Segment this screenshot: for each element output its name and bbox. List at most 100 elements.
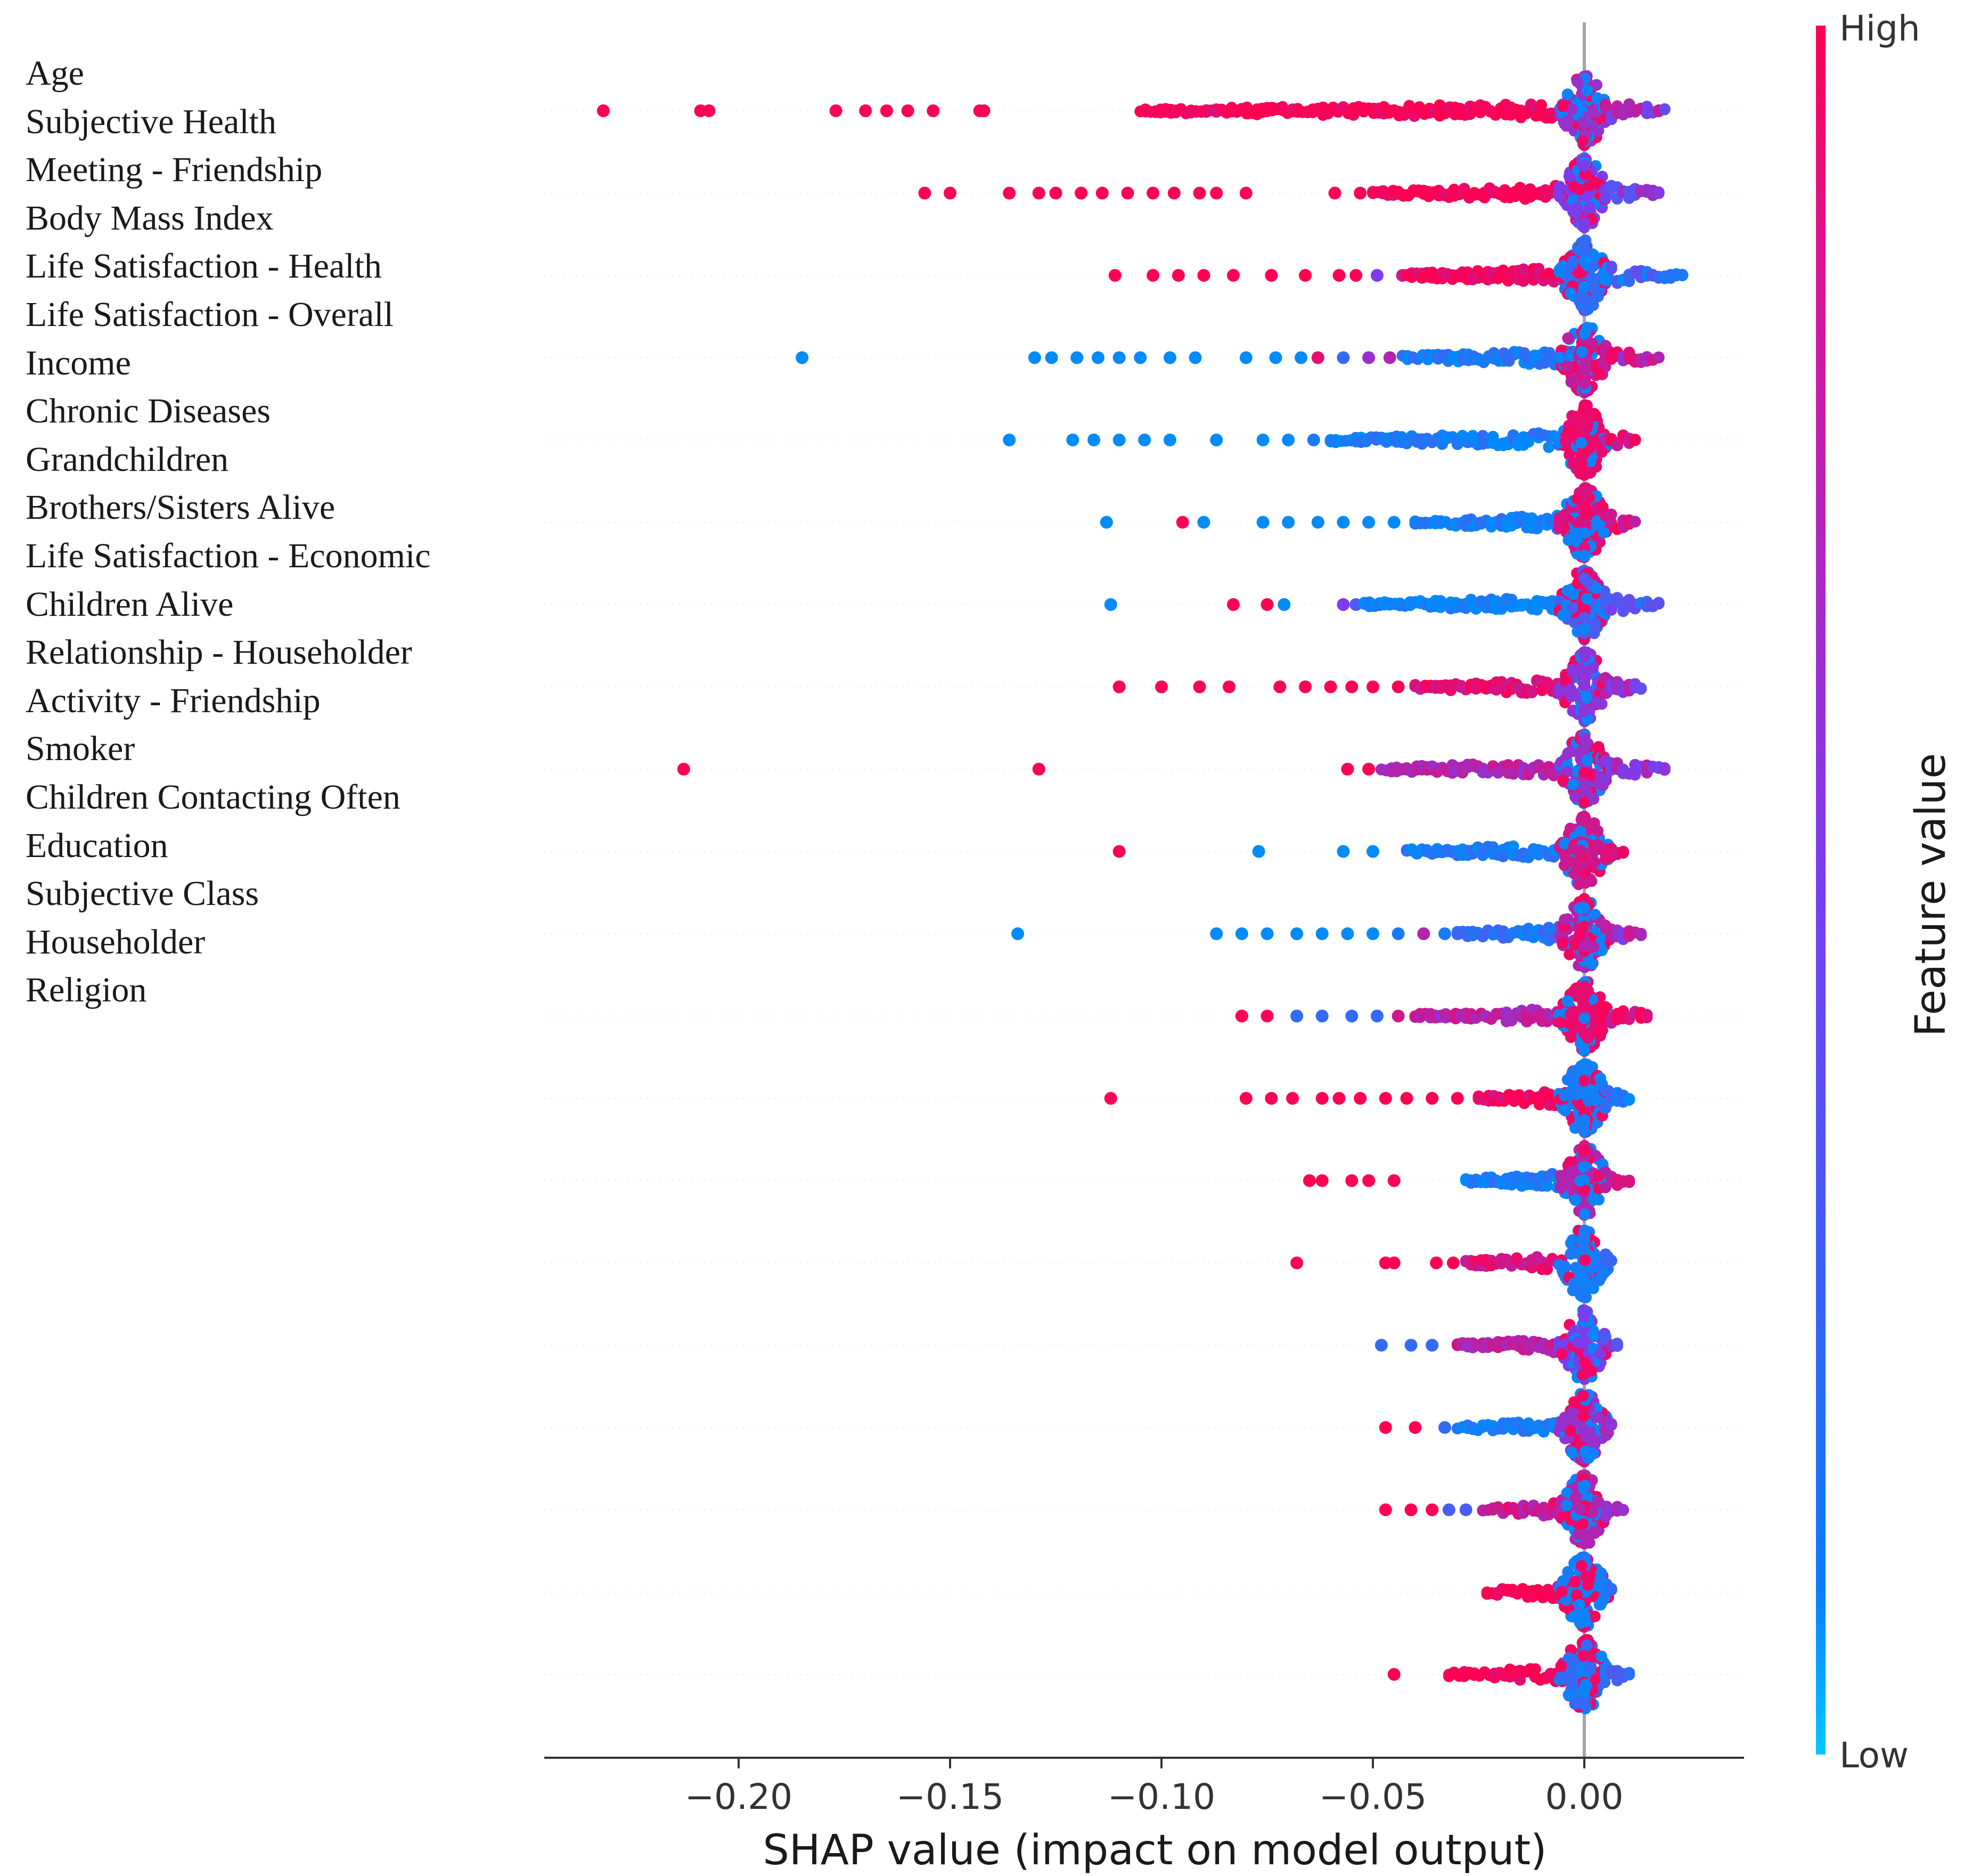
center-point [1579, 1059, 1591, 1071]
tail-point [1641, 1012, 1653, 1024]
center-point [1581, 692, 1592, 704]
center-point [1562, 115, 1574, 127]
outlier-point [1210, 186, 1223, 200]
center-point [1563, 349, 1575, 362]
outlier-point [1003, 186, 1016, 200]
center-point [1592, 825, 1604, 837]
center-point [1589, 855, 1600, 868]
outlier-point [1104, 1092, 1117, 1105]
center-point [1566, 664, 1578, 676]
center-point [1578, 1480, 1591, 1492]
center-point [1579, 1254, 1591, 1266]
center-point [1556, 1586, 1568, 1598]
outlier-point [1261, 598, 1274, 611]
outlier-point [1095, 186, 1109, 200]
center-point [1556, 1348, 1568, 1360]
dense-point [1543, 441, 1555, 453]
outlier-point [1299, 269, 1312, 282]
center-point [1577, 1273, 1589, 1285]
outlier-point [1362, 516, 1376, 529]
center-point [1578, 611, 1590, 624]
center-point [1592, 1027, 1604, 1039]
center-point [1567, 456, 1580, 468]
outlier-point [1354, 1092, 1367, 1105]
outlier-point [1256, 516, 1270, 529]
outlier-point [1315, 1092, 1329, 1105]
outlier-point [1261, 1009, 1274, 1023]
outlier-point [1337, 598, 1350, 611]
center-point [1565, 287, 1576, 299]
feature-label: Householder [26, 922, 206, 961]
outlier-point [1374, 1339, 1388, 1352]
feature-label: Life Satisfaction - Health [26, 247, 382, 286]
tail-point [1652, 598, 1665, 610]
center-point [1569, 1194, 1582, 1206]
center-point [1578, 1310, 1590, 1323]
tail-point [1629, 516, 1641, 528]
center-point [1578, 219, 1591, 231]
outlier-point [977, 104, 991, 117]
center-point [1566, 1446, 1578, 1458]
outlier-point [1404, 1503, 1418, 1516]
tail-point [1623, 1093, 1635, 1105]
tail-point [1676, 268, 1689, 281]
center-point [1565, 1008, 1577, 1020]
center-point [1577, 705, 1590, 717]
feature-label: Age [26, 54, 84, 93]
outlier-point [1252, 845, 1265, 858]
outlier-point [1286, 1092, 1299, 1105]
outlier-point [1392, 927, 1405, 940]
outlier-point [1290, 927, 1304, 940]
dense-point [1529, 1663, 1541, 1675]
center-point [1567, 779, 1579, 791]
center-point [1565, 376, 1577, 388]
outlier-point [1197, 269, 1210, 282]
tail-point [1599, 274, 1611, 287]
center-point [1553, 181, 1566, 193]
tail-point [1635, 927, 1647, 940]
center-point [1594, 368, 1606, 380]
center-point [1553, 519, 1566, 531]
center-point [1594, 1072, 1606, 1084]
outlier-point [1442, 1503, 1455, 1516]
outlier-point [1210, 927, 1223, 940]
center-point [1580, 234, 1592, 247]
center-point [1578, 1012, 1591, 1024]
tail-point [1605, 1418, 1617, 1430]
center-point [1574, 826, 1586, 838]
feature-label: Brothers/Sisters Alive [26, 488, 336, 527]
center-point [1578, 366, 1591, 379]
center-point [1576, 1390, 1589, 1402]
outlier-point [1446, 1257, 1460, 1269]
outlier-point [1032, 186, 1045, 200]
center-point [1577, 1290, 1590, 1302]
outlier-point [1392, 1009, 1405, 1023]
center-point [1559, 1089, 1571, 1102]
outlier-point [1269, 351, 1282, 364]
center-point [1578, 796, 1590, 809]
outlier-point [1332, 1092, 1346, 1105]
center-point [1584, 467, 1597, 478]
outlier-point [1227, 598, 1240, 611]
outlier-point [1315, 1174, 1329, 1187]
outlier-point [1290, 1257, 1304, 1269]
tail-point [1652, 187, 1665, 199]
outlier-point [1379, 1421, 1392, 1434]
feature-label: Chronic Diseases [26, 391, 271, 431]
outlier-point [1003, 434, 1016, 446]
center-point [1568, 843, 1580, 855]
center-point [1573, 929, 1585, 942]
outlier-point [1265, 1092, 1278, 1105]
center-point [1598, 527, 1610, 539]
center-point [1574, 1503, 1586, 1515]
outlier-point [1290, 1009, 1304, 1023]
center-point [1578, 572, 1590, 584]
outlier-point [1256, 434, 1270, 446]
outlier-point [1091, 351, 1104, 364]
outlier-point [1430, 1257, 1443, 1269]
center-point [1578, 280, 1590, 292]
outlier-point [1197, 516, 1210, 529]
outlier-point [1417, 927, 1430, 940]
tail-point [1658, 764, 1671, 776]
center-point [1553, 264, 1566, 276]
